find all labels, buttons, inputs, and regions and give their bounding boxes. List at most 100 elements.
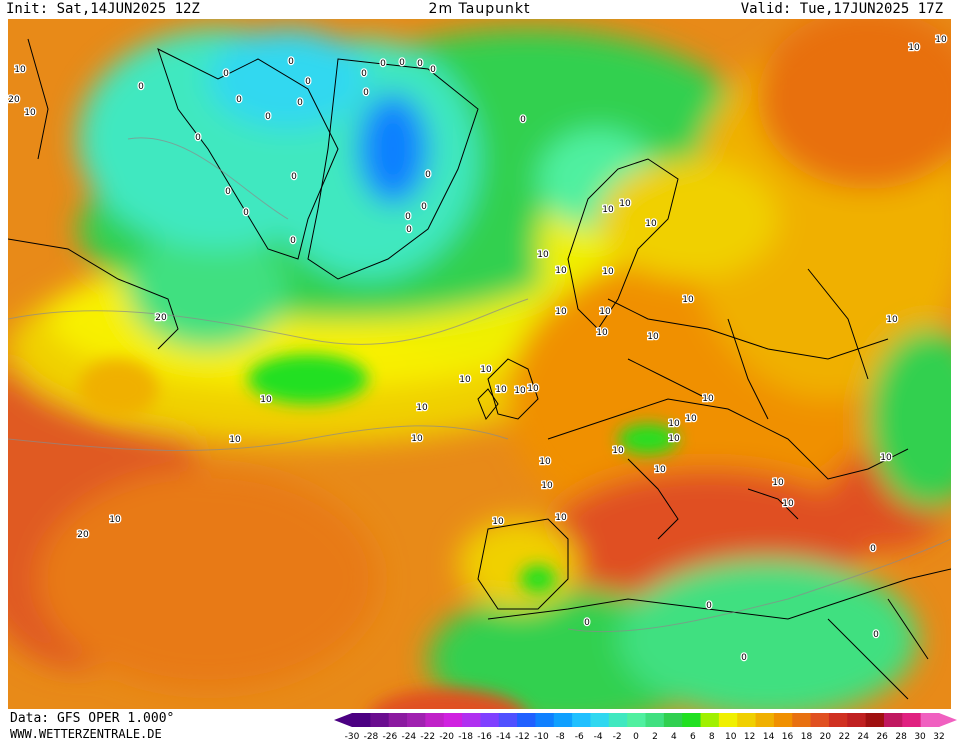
contour-label: 0 xyxy=(873,630,879,640)
greece-outline xyxy=(747,488,799,520)
europe-south-coast xyxy=(547,398,909,480)
contour-label: 10 xyxy=(602,267,614,277)
legend-tick-label: 26 xyxy=(876,732,888,741)
legend-tick-label: 4 xyxy=(671,732,677,741)
contour-label: 0 xyxy=(265,112,271,122)
contour-label: 0 xyxy=(405,212,411,222)
legend-tick-label: 24 xyxy=(858,732,870,741)
contour-label: 10 xyxy=(685,414,697,424)
contour-label: 10 xyxy=(645,219,657,229)
contour-label: 10 xyxy=(772,478,784,488)
coastlines xyxy=(8,38,951,700)
isoline-10-africa xyxy=(567,538,951,633)
legend-swatch xyxy=(370,713,390,727)
legend-tick-label: 6 xyxy=(690,732,696,741)
contour-label: 0 xyxy=(430,65,436,75)
contour-label: 10 xyxy=(782,499,794,509)
greenland-outline xyxy=(307,58,479,280)
contour-label: 0 xyxy=(584,618,590,628)
contour-label: 0 xyxy=(380,59,386,69)
africa-north-coast xyxy=(487,568,951,620)
data-source: Data: GFS OPER 1.000° xyxy=(10,711,175,726)
contour-label: 0 xyxy=(399,58,405,68)
contour-label: 10 xyxy=(908,43,920,53)
legend-tick-label: -28 xyxy=(364,732,379,741)
ireland-outline xyxy=(477,388,499,420)
legend-tick-label: -20 xyxy=(439,732,454,741)
contour-label: 20 xyxy=(77,530,89,540)
contour-label: 10 xyxy=(647,332,659,342)
border-line-5 xyxy=(827,618,909,700)
legend-swatch xyxy=(517,713,536,727)
contour-label: 0 xyxy=(225,187,231,197)
site-url: WWW.WETTERZENTRALE.DE xyxy=(10,727,162,741)
legend-tick-label: -18 xyxy=(458,732,473,741)
contour-label: 10 xyxy=(880,453,892,463)
legend-swatch xyxy=(700,713,720,727)
color-legend: -30 -28 -26 -24 -22 -20 -18 -16 -14 -12 -10 -8 -6 -4-… xyxy=(334,713,957,741)
legend-arrow-left xyxy=(334,713,352,727)
contour-label: 10 xyxy=(14,65,26,75)
init-time: Init: Sat,14JUN2025 12Z xyxy=(6,1,200,17)
legend-tick-label: -30 xyxy=(345,732,360,741)
contour-label: 10 xyxy=(492,517,504,527)
baffin-coast xyxy=(27,38,49,160)
contour-label: 20 xyxy=(155,313,167,323)
contour-label: 0 xyxy=(741,653,747,663)
contour-label: 0 xyxy=(363,88,369,98)
contour-label: 10 xyxy=(619,199,631,209)
legend-tick-label: -8 xyxy=(556,732,565,741)
border-line-4 xyxy=(807,268,869,380)
legend-swatch xyxy=(755,713,775,727)
legend-swatch xyxy=(590,713,610,727)
legend-swatch xyxy=(865,713,885,727)
legend-tick-label: 16 xyxy=(782,732,794,741)
contour-label: 10 xyxy=(109,515,121,525)
legend-tick-label: -12 xyxy=(515,732,530,741)
legend-arrow-right xyxy=(939,713,957,727)
legend-bar xyxy=(334,713,957,727)
contour-label: 10 xyxy=(555,307,567,317)
legend-tick-label: 32 xyxy=(933,732,944,741)
legend-swatch xyxy=(352,713,371,727)
legend-swatch xyxy=(682,713,702,727)
legend-swatch xyxy=(663,713,683,727)
contour-label: 20 xyxy=(8,95,20,105)
contour-label: 0 xyxy=(406,225,412,235)
isoline-10-north xyxy=(8,298,529,345)
legend-tick-label: 14 xyxy=(763,732,775,741)
legend-swatch xyxy=(810,713,830,727)
legend-tick-label: -10 xyxy=(534,732,549,741)
contour-label: 10 xyxy=(527,384,539,394)
dewpoint-field xyxy=(8,19,951,709)
legend-ticks: -30 -28 -26 -24 -22 -20 -18 -16 -14 -12 -10 -8 -6 -4-… xyxy=(345,732,945,741)
legend-tick-label: 20 xyxy=(820,732,832,741)
contour-label: 10 xyxy=(599,307,611,317)
contour-label: 0 xyxy=(223,69,229,79)
contour-label: 10 xyxy=(682,295,694,305)
chart-title: 2m Taupunkt xyxy=(428,1,531,17)
contour-label: 0 xyxy=(305,77,311,87)
legend-swatch xyxy=(718,713,738,727)
contour-label: 10 xyxy=(596,328,608,338)
greenland-west-outline xyxy=(157,48,339,260)
contour-label: 10 xyxy=(411,434,423,444)
contour-label: 0 xyxy=(236,95,242,105)
legend-tick-label: -16 xyxy=(477,732,492,741)
canada-coast xyxy=(8,238,179,350)
contour-label: 10 xyxy=(229,435,241,445)
contour-label: 0 xyxy=(706,601,712,611)
contour-label: 0 xyxy=(288,57,294,67)
legend-swatch xyxy=(498,713,518,727)
legend-swatch xyxy=(883,713,903,727)
legend-swatch xyxy=(425,713,445,727)
border-line-3 xyxy=(727,318,769,420)
legend-tick-label: -4 xyxy=(594,732,603,741)
italy-outline xyxy=(627,458,679,540)
legend-tick-label: 12 xyxy=(744,732,755,741)
contour-label: 0 xyxy=(361,69,367,79)
contour-label: 10 xyxy=(537,250,549,260)
border-line-6 xyxy=(887,598,929,660)
isoline-10-south xyxy=(8,425,509,452)
